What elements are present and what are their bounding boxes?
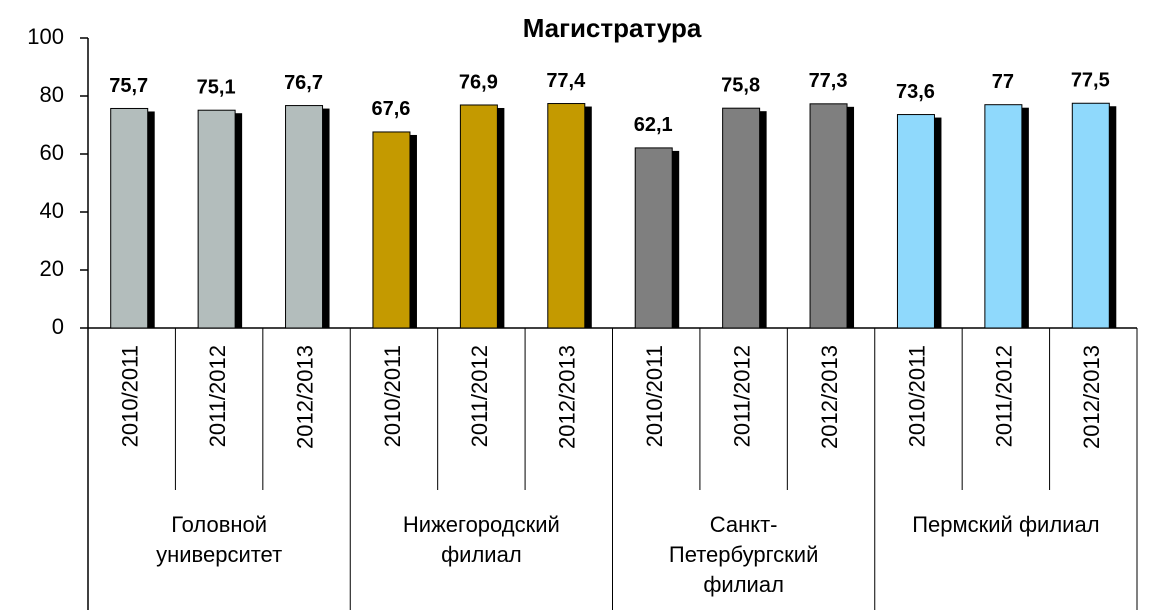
bar — [1071, 102, 1110, 329]
x-tick-label: 2012/2013 — [817, 345, 842, 449]
bar — [110, 107, 149, 329]
group-label: Санкт-Петербургский филиал — [668, 512, 819, 597]
bar — [722, 107, 761, 329]
data-label: 75,1 — [197, 76, 236, 98]
bar — [285, 105, 324, 329]
data-label: 76,7 — [284, 72, 323, 94]
x-tick-label: 2011/2012 — [992, 345, 1017, 447]
bar — [372, 131, 411, 329]
group-label: Головной университет — [156, 512, 283, 567]
x-tick-label: 2011/2012 — [729, 345, 754, 447]
x-tick-label: 2010/2011 — [642, 345, 667, 447]
group-label: Пермский филиал — [912, 512, 1100, 537]
chart-title: Магистратура — [523, 13, 702, 43]
bar — [197, 109, 236, 329]
x-tick-label: 2010/2011 — [380, 345, 405, 447]
bar — [547, 103, 586, 329]
y-tick-label: 80 — [40, 82, 64, 107]
y-tick-label: 40 — [40, 198, 64, 223]
data-label: 77,4 — [546, 70, 586, 92]
data-label: 75,8 — [721, 74, 760, 96]
data-label: 62,1 — [634, 114, 673, 136]
x-tick-label: 2011/2012 — [205, 345, 230, 447]
data-label: 77,3 — [809, 70, 848, 92]
data-label: 67,6 — [371, 98, 410, 120]
x-tick-label: 2011/2012 — [467, 345, 492, 447]
y-tick-label: 20 — [40, 256, 64, 281]
group-label: Нижегородский филиал — [402, 512, 560, 567]
x-tick-label: 2012/2013 — [1079, 345, 1104, 449]
x-tick-label: 2012/2013 — [292, 345, 317, 449]
bar — [896, 114, 935, 329]
data-label: 76,9 — [459, 71, 498, 93]
y-tick-label: 100 — [27, 24, 64, 49]
data-label: 77,5 — [1071, 70, 1110, 92]
bar — [634, 147, 673, 329]
bar — [984, 104, 1023, 329]
data-label: 75,7 — [109, 75, 148, 97]
data-label: 77 — [992, 71, 1014, 93]
y-tick-label: 0 — [52, 314, 64, 339]
bar — [459, 104, 498, 329]
y-tick-label: 60 — [40, 140, 64, 165]
data-label: 73,6 — [896, 81, 935, 103]
bar — [809, 103, 848, 329]
x-tick-label: 2012/2013 — [555, 345, 580, 449]
x-tick-label: 2010/2011 — [118, 345, 143, 447]
x-tick-label: 2010/2011 — [904, 345, 929, 447]
